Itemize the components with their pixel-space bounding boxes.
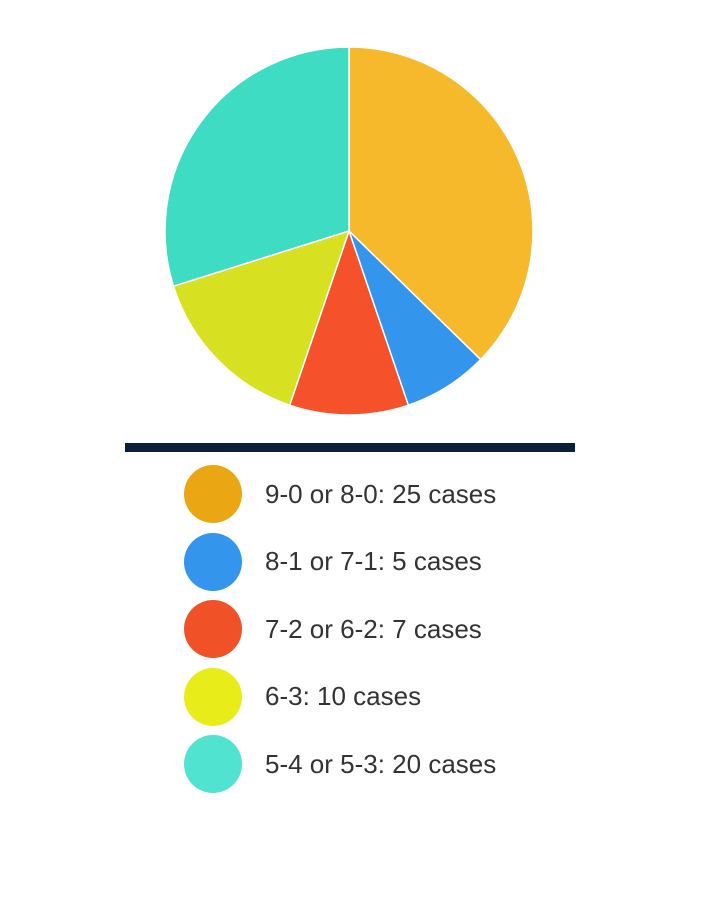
legend-swatch [184, 532, 242, 591]
pie-slice [172, 230, 350, 406]
legend-divider [125, 443, 575, 452]
pie-slices [164, 46, 534, 416]
legend-swatch [184, 600, 242, 658]
legend-item: 7-2 or 6-2: 7 cases [184, 600, 604, 658]
pie-chart [164, 46, 534, 416]
legend-item: 6-3: 10 cases [184, 667, 604, 726]
legend-label: 9-0 or 8-0: 25 cases [265, 478, 497, 509]
legend-item: 8-1 or 7-1: 5 cases [184, 532, 604, 591]
pie-slice [164, 46, 350, 287]
legend-label: 5-4 or 5-3: 20 cases [265, 748, 497, 779]
legend-item: 5-4 or 5-3: 20 cases [184, 735, 604, 793]
pie-slice [348, 46, 534, 361]
legend-label: 7-2 or 6-2: 7 cases [265, 613, 482, 644]
legend: 9-0 or 8-0: 25 cases 8-1 or 7-1: 5 cases… [184, 465, 604, 803]
legend-label: 8-1 or 7-1: 5 cases [265, 546, 482, 576]
legend-swatch [184, 667, 242, 726]
pie-slice [288, 230, 410, 416]
legend-swatch [184, 735, 242, 793]
legend-item: 9-0 or 8-0: 25 cases [184, 465, 604, 523]
legend-swatch [184, 465, 242, 523]
legend-label: 6-3: 10 cases [265, 681, 422, 711]
